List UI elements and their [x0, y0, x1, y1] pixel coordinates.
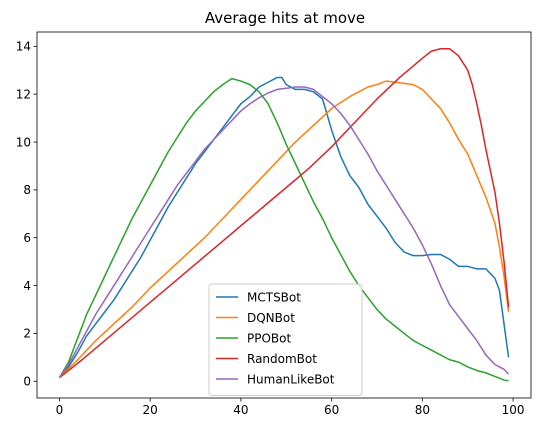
axes: 0 20 40 60 80 100 0 2 4 6 8 10 12 14 — [16, 31, 532, 417]
legend-label-dqnbot: DQNBot — [247, 311, 295, 325]
legend-label-ppobot: PPOBot — [247, 331, 291, 345]
legend-box — [208, 283, 363, 396]
series-line-randombot — [58, 48, 510, 379]
chart-title: Average hits at move — [205, 9, 365, 27]
x-tick-label: 60 — [324, 403, 339, 417]
series-line-ppobot — [58, 77, 509, 382]
y-tick-label: 10 — [16, 135, 31, 149]
y-tick-label: 6 — [23, 231, 31, 245]
legend: MCTSBot DQNBot PPOBot RandomBot HumanLikeBot — [208, 283, 363, 396]
series-line-mctsbot — [58, 76, 510, 379]
x-tick-label: 20 — [143, 403, 158, 417]
x-tick-label: 80 — [415, 403, 430, 417]
y-tick-label: 8 — [23, 183, 31, 197]
legend-label-mctsbot: MCTSBot — [247, 290, 301, 304]
series-line-humanlikebot — [58, 86, 510, 379]
y-tick-label: 14 — [16, 40, 31, 54]
legend-label-humanlikebot: HumanLikeBot — [247, 372, 335, 386]
plot-frame — [36, 31, 532, 399]
y-tick-label: 12 — [16, 87, 31, 101]
x-tick-label: 40 — [233, 403, 248, 417]
series-line-dqnbot — [58, 80, 510, 379]
x-tick-label: 100 — [502, 403, 525, 417]
y-tick-label: 2 — [23, 327, 31, 341]
legend-label-randombot: RandomBot — [247, 352, 317, 366]
plot-area — [58, 48, 510, 382]
x-tick-label: 0 — [56, 403, 64, 417]
y-tick-label: 4 — [23, 279, 31, 293]
y-tick-label: 0 — [23, 375, 31, 389]
